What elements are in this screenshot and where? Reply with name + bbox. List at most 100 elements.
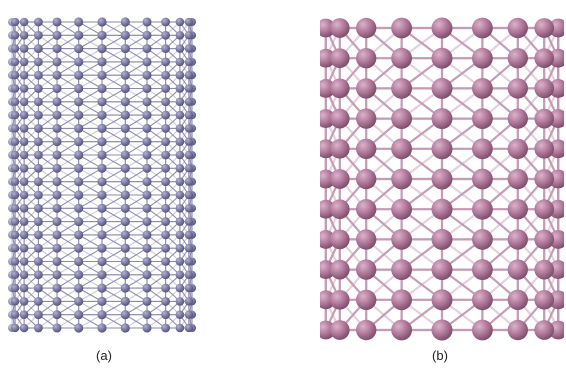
atom	[19, 124, 29, 133]
atom	[534, 48, 555, 69]
atom	[175, 44, 185, 53]
atom	[356, 78, 377, 99]
atom	[161, 310, 171, 320]
atom	[52, 83, 62, 94]
atom	[97, 217, 107, 227]
atom	[120, 110, 130, 120]
atom	[74, 123, 84, 133]
atom	[97, 163, 107, 173]
atom	[52, 190, 62, 200]
atom	[507, 48, 528, 69]
atom	[184, 204, 194, 213]
atom	[161, 44, 171, 54]
atom	[184, 44, 194, 53]
atom	[175, 270, 185, 280]
atom	[120, 123, 130, 133]
atom	[74, 17, 84, 27]
atom	[19, 97, 29, 107]
atom	[507, 17, 528, 39]
atom	[10, 44, 20, 53]
atom	[10, 283, 20, 293]
atom	[161, 257, 171, 266]
atom	[52, 163, 62, 173]
atom	[507, 199, 528, 220]
panel-a-label: (a)	[96, 348, 112, 363]
atom	[120, 83, 130, 94]
atom	[97, 110, 107, 120]
atom	[19, 17, 29, 27]
atom	[74, 163, 84, 173]
atom	[52, 270, 62, 280]
atom	[120, 283, 130, 293]
atom	[19, 30, 29, 40]
atom	[329, 48, 350, 69]
atom	[184, 71, 194, 80]
atom	[175, 297, 185, 306]
atom	[184, 217, 194, 226]
atom	[175, 84, 185, 93]
atom	[74, 57, 84, 67]
atom	[33, 44, 43, 54]
atom	[471, 138, 493, 160]
atom	[120, 203, 130, 213]
atom	[356, 108, 377, 129]
atom	[33, 123, 43, 133]
atom	[33, 190, 43, 200]
atom	[33, 70, 43, 80]
atom	[52, 256, 62, 267]
atom	[431, 228, 453, 250]
atom	[534, 18, 555, 38]
atom	[471, 17, 493, 39]
atom	[33, 257, 43, 266]
atom	[74, 150, 84, 160]
atom	[507, 138, 528, 159]
atom	[142, 256, 152, 267]
atom	[120, 177, 130, 187]
atom	[33, 203, 43, 213]
atom	[74, 30, 84, 40]
atom	[120, 323, 130, 333]
atom	[97, 323, 107, 333]
atom	[97, 57, 107, 67]
atom	[175, 257, 185, 266]
panel-b-label: (b)	[432, 348, 448, 363]
atom	[97, 137, 107, 147]
atom	[184, 31, 194, 40]
atom	[161, 323, 171, 333]
atom	[33, 323, 43, 333]
atom	[161, 30, 171, 40]
atom	[120, 243, 130, 253]
atom	[120, 190, 130, 200]
atom	[52, 296, 62, 306]
atom	[33, 217, 43, 227]
atom	[52, 110, 62, 120]
atom	[184, 244, 194, 253]
atom	[74, 177, 84, 187]
atom	[175, 323, 185, 333]
atom	[142, 230, 152, 240]
atom	[507, 78, 528, 99]
atom	[142, 97, 152, 107]
atom	[120, 150, 130, 160]
atom	[329, 138, 350, 159]
atom	[19, 137, 29, 147]
atom	[356, 138, 377, 159]
atom	[391, 77, 413, 99]
atom	[142, 57, 152, 67]
atom	[52, 243, 62, 253]
atom	[329, 78, 350, 99]
atom	[52, 137, 62, 147]
atom	[142, 270, 152, 280]
atom	[471, 47, 493, 69]
atom	[142, 310, 152, 320]
atom-layer	[8, 17, 196, 333]
atom	[356, 17, 377, 39]
atom	[356, 319, 377, 341]
atom	[52, 57, 62, 67]
atom	[52, 70, 62, 80]
atom	[534, 108, 555, 129]
atom	[142, 110, 152, 120]
atom	[184, 150, 194, 160]
atom	[10, 97, 20, 106]
atom	[10, 190, 20, 200]
